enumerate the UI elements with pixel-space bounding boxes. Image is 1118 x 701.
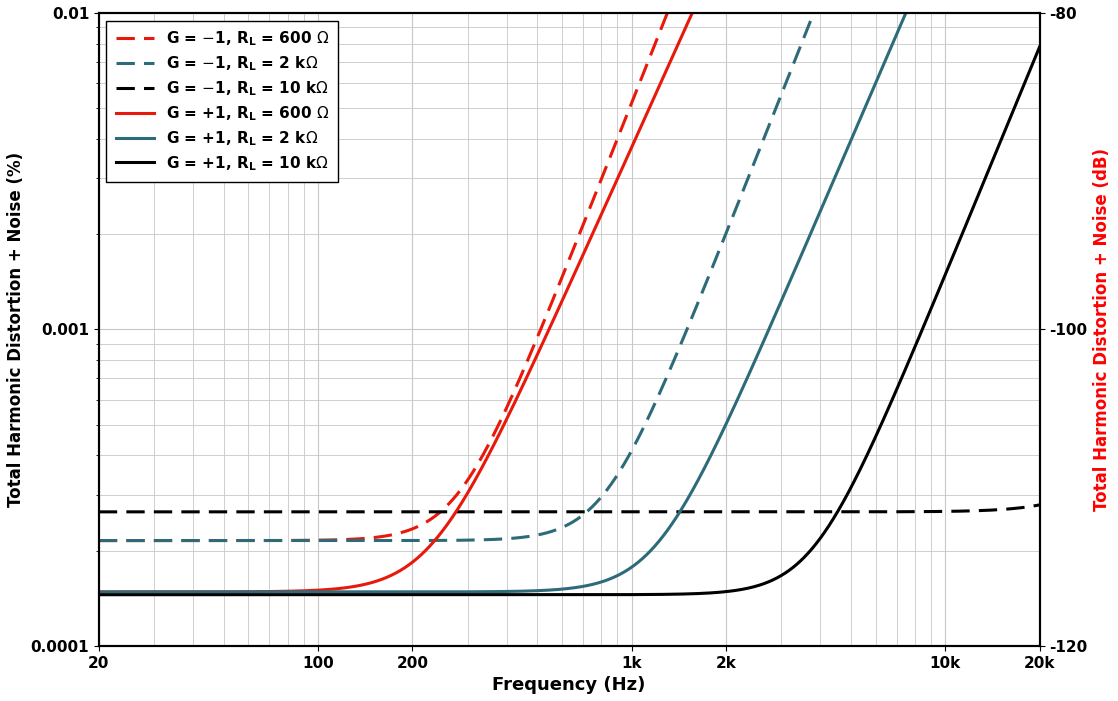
Y-axis label: Total Harmonic Distortion + Noise (dB): Total Harmonic Distortion + Noise (dB) [1093, 148, 1111, 511]
Y-axis label: Total Harmonic Distortion + Noise (%): Total Harmonic Distortion + Noise (%) [7, 152, 25, 507]
X-axis label: Frequency (Hz): Frequency (Hz) [493, 676, 646, 694]
Legend: G = $-$1, R$_\mathregular{L}$ = 600 $\Omega$, G = $-$1, R$_\mathregular{L}$ = 2 : G = $-$1, R$_\mathregular{L}$ = 600 $\Om… [106, 20, 339, 182]
